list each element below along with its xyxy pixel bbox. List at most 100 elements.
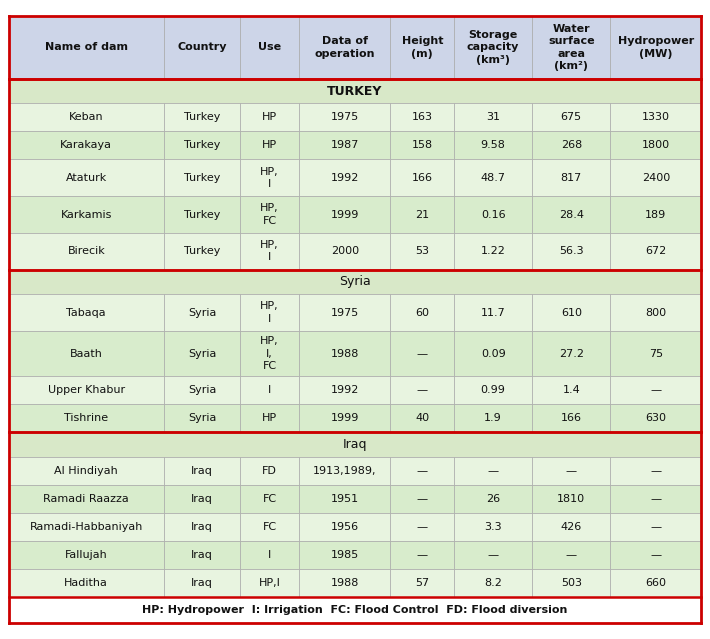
Bar (300, 233, 391, 270)
Bar (454, 132, 532, 159)
Text: 660: 660 (645, 578, 667, 588)
Text: I: I (268, 550, 271, 560)
Text: Syria: Syria (188, 413, 217, 424)
Bar (300, 485, 391, 513)
Text: Iraq: Iraq (191, 466, 213, 476)
Bar (240, 159, 300, 196)
Text: 2000: 2000 (331, 246, 359, 256)
Text: 1999: 1999 (331, 210, 359, 220)
Text: 158: 158 (412, 141, 433, 150)
Text: HP: HP (262, 141, 277, 150)
Bar (454, 485, 532, 513)
Text: 21: 21 (415, 210, 430, 220)
Bar (391, 233, 454, 270)
Bar (9, 16, 164, 79)
Text: 1975: 1975 (331, 112, 359, 123)
Bar (611, 569, 701, 597)
Text: Tabaqa: Tabaqa (67, 307, 106, 318)
Text: Baath: Baath (70, 349, 103, 358)
Text: 1988: 1988 (331, 578, 359, 588)
Text: 268: 268 (561, 141, 582, 150)
Bar (532, 104, 611, 132)
Bar (300, 404, 391, 433)
Bar (454, 457, 532, 485)
Bar (391, 159, 454, 196)
Text: 11.7: 11.7 (481, 307, 506, 318)
Bar (164, 159, 240, 196)
Text: Syria: Syria (188, 385, 217, 396)
Bar (611, 16, 701, 79)
Text: Turkey: Turkey (184, 173, 220, 183)
Bar (454, 569, 532, 597)
Bar (611, 294, 701, 331)
Bar (391, 331, 454, 376)
Bar (532, 331, 611, 376)
Text: Fallujah: Fallujah (65, 550, 108, 560)
Bar (240, 457, 300, 485)
Text: Upper Khabur: Upper Khabur (48, 385, 125, 396)
Text: 1.4: 1.4 (562, 385, 580, 396)
Bar (9, 433, 701, 457)
Text: Storage
capacity
(km³): Storage capacity (km³) (467, 30, 519, 65)
Bar (391, 294, 454, 331)
Bar (532, 294, 611, 331)
Bar (240, 294, 300, 331)
Text: Turkey: Turkey (184, 246, 220, 256)
Bar (164, 485, 240, 513)
Bar (611, 104, 701, 132)
Bar (9, 457, 164, 485)
Text: 800: 800 (645, 307, 667, 318)
Text: 31: 31 (486, 112, 500, 123)
Bar (391, 104, 454, 132)
Text: Birecik: Birecik (67, 246, 105, 256)
Bar (611, 376, 701, 404)
Text: 189: 189 (645, 210, 667, 220)
Bar (9, 541, 164, 569)
Text: 26: 26 (486, 494, 501, 504)
Bar (300, 331, 391, 376)
Text: Karakaya: Karakaya (60, 141, 112, 150)
Text: HP,
I: HP, I (261, 302, 279, 324)
Text: 0.99: 0.99 (481, 385, 506, 396)
Text: Keban: Keban (69, 112, 104, 123)
Bar (240, 513, 300, 541)
Bar (9, 404, 164, 433)
Text: Syria: Syria (188, 349, 217, 358)
Bar (9, 79, 701, 104)
Text: Al Hindiyah: Al Hindiyah (55, 466, 118, 476)
Bar (9, 513, 164, 541)
Bar (454, 541, 532, 569)
Text: 1330: 1330 (642, 112, 670, 123)
Bar (532, 457, 611, 485)
Bar (611, 331, 701, 376)
Text: Haditha: Haditha (65, 578, 108, 588)
Text: HP,
I: HP, I (261, 240, 279, 263)
Text: —: — (650, 494, 662, 504)
Bar (164, 376, 240, 404)
Bar (611, 132, 701, 159)
Text: TURKEY: TURKEY (327, 85, 383, 98)
Bar (611, 233, 701, 270)
Text: Iraq: Iraq (191, 578, 213, 588)
Bar (300, 569, 391, 597)
Text: —: — (650, 466, 662, 476)
Bar (611, 485, 701, 513)
Bar (391, 457, 454, 485)
Text: 8.2: 8.2 (484, 578, 502, 588)
Text: Iraq: Iraq (191, 522, 213, 532)
Text: Ataturk: Ataturk (65, 173, 107, 183)
Bar (532, 513, 611, 541)
Bar (240, 132, 300, 159)
Bar (532, 233, 611, 270)
Bar (391, 376, 454, 404)
Text: Data of
operation: Data of operation (315, 36, 375, 59)
Text: —: — (417, 385, 428, 396)
Bar (9, 104, 164, 132)
Bar (9, 569, 164, 597)
Bar (454, 159, 532, 196)
Text: 1800: 1800 (642, 141, 670, 150)
Bar (240, 331, 300, 376)
Text: 1992: 1992 (331, 173, 359, 183)
Text: —: — (650, 522, 662, 532)
Bar (611, 159, 701, 196)
